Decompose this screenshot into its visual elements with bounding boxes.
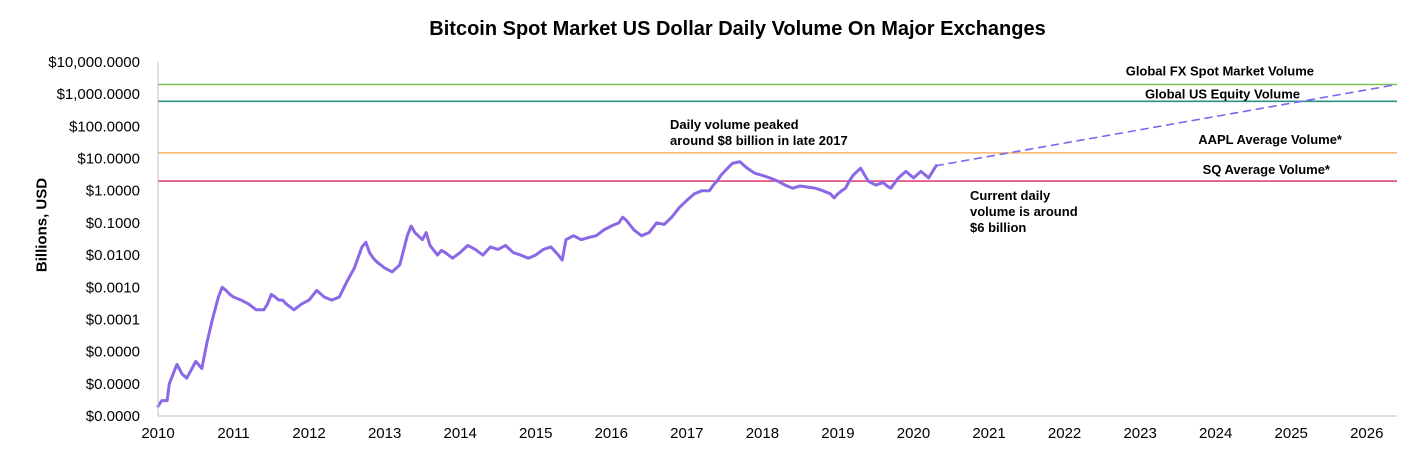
annotation-text: Current daily bbox=[970, 188, 1051, 203]
x-tick-label: 2025 bbox=[1275, 425, 1308, 442]
x-tick-label: 2010 bbox=[141, 425, 174, 442]
y-tick-label: $0.0000 bbox=[86, 408, 140, 425]
y-tick-label: $0.0010 bbox=[86, 279, 140, 296]
x-tick-label: 2021 bbox=[972, 425, 1005, 442]
x-tick-label: 2016 bbox=[595, 425, 628, 442]
annotation-text: $6 billion bbox=[970, 220, 1026, 235]
reference-line-label: SQ Average Volume* bbox=[1203, 162, 1331, 177]
x-tick-label: 2022 bbox=[1048, 425, 1081, 442]
x-tick-label: 2024 bbox=[1199, 425, 1232, 442]
x-tick-label: 2011 bbox=[217, 425, 249, 442]
x-tick-label: 2023 bbox=[1123, 425, 1156, 442]
volume-series-line bbox=[156, 160, 938, 408]
x-tick-label: 2017 bbox=[670, 425, 703, 442]
y-tick-label: $1,000.0000 bbox=[57, 86, 140, 103]
x-tick-label: 2012 bbox=[292, 425, 325, 442]
x-axis: 2010 2011 2012 2013 2014 2015 2016 2017 2018 2019… bbox=[141, 415, 1397, 442]
projection-line bbox=[935, 83, 1398, 167]
y-tick-label: $0.0100 bbox=[86, 247, 140, 264]
y-tick-label: $10,000.0000 bbox=[48, 54, 140, 71]
reference-line-label: Global FX Spot Market Volume bbox=[1126, 63, 1314, 78]
x-tick-label: 2026 bbox=[1350, 425, 1383, 442]
annotation-text: Daily volume peaked bbox=[670, 117, 799, 132]
y-axis: $0.0000 $0.0000 $0.0000 $0.0001 $0.0010 $0.01… bbox=[48, 54, 159, 425]
x-tick-label: 2020 bbox=[897, 425, 930, 442]
x-tick-label: 2018 bbox=[746, 425, 779, 442]
y-tick-label: $0.0001 bbox=[86, 311, 140, 328]
x-tick-label: 2013 bbox=[368, 425, 401, 442]
y-tick-label: $10.0000 bbox=[77, 151, 140, 168]
y-tick-label: $1.0000 bbox=[86, 183, 140, 200]
reference-line-label: Global US Equity Volume bbox=[1145, 86, 1300, 101]
data-series bbox=[156, 83, 1398, 408]
x-tick-label: 2014 bbox=[444, 425, 477, 442]
annotation-text: volume is around bbox=[970, 204, 1078, 219]
reference-line-label: AAPL Average Volume* bbox=[1198, 132, 1343, 147]
y-tick-label: $0.0000 bbox=[86, 376, 140, 393]
y-tick-label: $0.0000 bbox=[86, 344, 140, 361]
annotation-text: around $8 billion in late 2017 bbox=[670, 133, 848, 148]
x-tick-label: 2019 bbox=[821, 425, 854, 442]
x-tick-label: 2015 bbox=[519, 425, 552, 442]
chart-title: Bitcoin Spot Market US Dollar Daily Volu… bbox=[429, 18, 1046, 40]
y-tick-label: $100.0000 bbox=[69, 118, 140, 135]
y-tick-label: $0.1000 bbox=[86, 215, 140, 232]
